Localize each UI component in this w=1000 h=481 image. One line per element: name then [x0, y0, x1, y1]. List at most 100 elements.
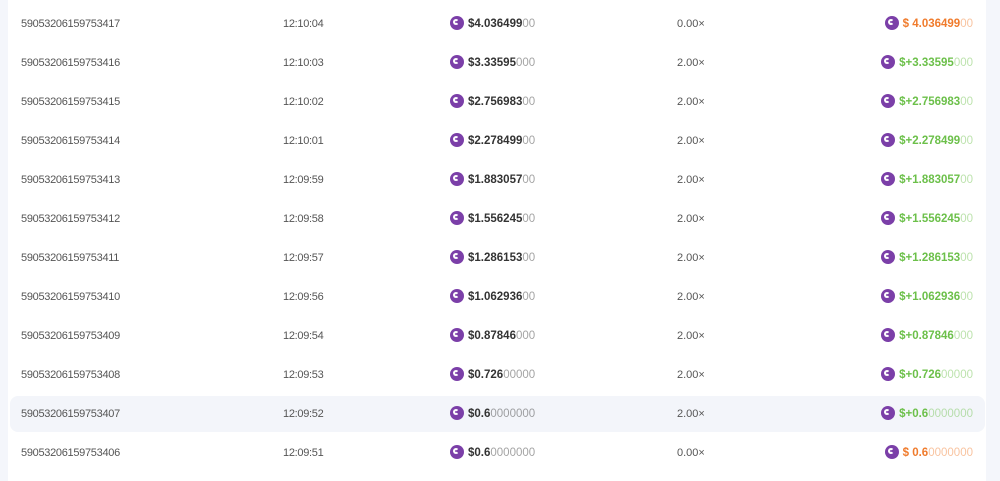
currency-coin-icon: [450, 289, 464, 304]
table-row[interactable]: 59053206159753407 12:09:52 $0.60000000 2…: [10, 396, 985, 432]
table-row[interactable]: 59053206159753417 12:10:04 $4.03649900 0…: [10, 6, 985, 42]
bet-time: 12:10:01: [283, 135, 324, 147]
payout-tail: 00: [960, 18, 973, 31]
bet-amount: $1.28615300: [450, 240, 535, 276]
payout-tail: 00: [960, 213, 973, 226]
table-row[interactable]: 59053206159753410 12:09:56 $1.06293600 2…: [10, 279, 985, 315]
payout-tail: 00: [960, 96, 973, 109]
bet-amount-tail: 00: [522, 18, 536, 31]
multiplier: 2.00×: [677, 57, 705, 69]
bet-amount-main: $0.6: [468, 408, 491, 421]
payout: $ 0.60000000: [884, 435, 973, 471]
payout-prefix: $+: [899, 252, 913, 265]
payout-tail: 000: [953, 330, 973, 343]
bet-time: 12:10:04: [283, 18, 324, 30]
table-row[interactable]: 59053206159753415 12:10:02 $2.75698300 2…: [10, 84, 985, 120]
currency-coin-icon: [884, 16, 899, 31]
bet-id: 59053206159753408: [21, 369, 120, 381]
multiplier: 2.00×: [677, 291, 705, 303]
bet-amount: $0.60000000: [450, 396, 535, 432]
bet-id: 59053206159753412: [21, 213, 120, 225]
payout-prefix: $+: [899, 135, 913, 148]
multiplier: 2.00×: [677, 96, 705, 108]
payout-prefix: $+: [899, 369, 913, 382]
bet-time: 12:09:59: [283, 174, 324, 186]
payout-prefix: $+: [899, 57, 913, 70]
bet-amount: $4.03649900: [450, 6, 535, 42]
table-row[interactable]: 59053206159753411 12:09:57 $1.28615300 2…: [10, 240, 985, 276]
table-row[interactable]: 59053206159753412 12:09:58 $1.55624500 2…: [10, 201, 985, 237]
bet-amount: $2.75698300: [450, 84, 535, 120]
multiplier: 2.00×: [677, 369, 705, 381]
payout-main: 4.036499: [912, 18, 961, 31]
bet-id: 59053206159753413: [21, 174, 120, 186]
currency-coin-icon: [450, 16, 464, 31]
payout-tail: 00: [960, 174, 973, 187]
bet-time: 12:09:52: [283, 408, 324, 420]
bet-id: 59053206159753407: [21, 408, 120, 420]
bet-time: 12:09:57: [283, 252, 324, 264]
currency-coin-icon: [881, 133, 896, 148]
payout: $+3.33595000: [881, 45, 973, 81]
currency-coin-icon: [450, 328, 464, 343]
currency-coin-icon: [884, 445, 899, 460]
bet-time: 12:09:56: [283, 291, 324, 303]
bet-amount-tail: 00: [522, 135, 536, 148]
bet-time: 12:09:53: [283, 369, 324, 381]
table-row[interactable]: 59053206159753409 12:09:54 $0.87846000 2…: [10, 318, 985, 354]
currency-coin-icon: [450, 367, 464, 382]
payout: $+0.87846000: [881, 318, 973, 354]
bet-amount: $3.33595000: [450, 45, 535, 81]
bet-amount-tail: 00: [522, 96, 536, 109]
payout-main: 3.33595: [912, 57, 954, 70]
payout-main: 2.756983: [912, 96, 961, 109]
bet-amount-main: $1.062936: [468, 291, 523, 304]
payout-prefix: $+: [899, 174, 913, 187]
multiplier: 2.00×: [677, 408, 705, 420]
payout-main: 0.6: [912, 447, 929, 460]
payout-prefix: $: [902, 447, 913, 460]
bet-amount-main: $1.286153: [468, 252, 523, 265]
multiplier: 0.00×: [677, 447, 705, 459]
payout: $+2.75698300: [881, 84, 973, 120]
payout: $+1.55624500: [881, 201, 973, 237]
payout-main: 1.556245: [912, 213, 961, 226]
payout-main: 0.726: [912, 369, 942, 382]
bet-amount: $1.88305700: [450, 162, 535, 198]
bet-amount-tail: 00: [522, 213, 536, 226]
table-row[interactable]: 59053206159753406 12:09:51 $0.60000000 0…: [10, 435, 985, 471]
scrollbar-track[interactable]: [986, 0, 1000, 481]
bet-amount-tail: 00: [522, 174, 536, 187]
payout-tail: 0000000: [928, 447, 973, 460]
bet-amount-main: $2.756983: [468, 96, 523, 109]
bet-amount: $1.55624500: [450, 201, 535, 237]
table-row[interactable]: 59053206159753416 12:10:03 $3.33595000 2…: [10, 45, 985, 81]
table-row[interactable]: 59053206159753413 12:09:59 $1.88305700 2…: [10, 162, 985, 198]
currency-coin-icon: [450, 172, 464, 187]
currency-coin-icon: [450, 94, 464, 109]
bet-amount-tail: 00: [522, 252, 536, 265]
bet-amount-main: $1.883057: [468, 174, 523, 187]
bet-id: 59053206159753409: [21, 330, 120, 342]
currency-coin-icon: [881, 55, 896, 70]
table-row[interactable]: 59053206159753414 12:10:01 $2.27849900 2…: [10, 123, 985, 159]
multiplier: 2.00×: [677, 330, 705, 342]
bet-amount-tail: 00: [522, 291, 536, 304]
payout-main: 0.6: [912, 408, 929, 421]
payout: $ 4.03649900: [884, 6, 973, 42]
payout-tail: 00: [960, 291, 973, 304]
payout: $+1.06293600: [881, 279, 973, 315]
bet-id: 59053206159753414: [21, 135, 120, 147]
bet-time: 12:09:58: [283, 213, 324, 225]
bet-amount-main: $1.556245: [468, 213, 523, 226]
payout-prefix: $+: [899, 291, 913, 304]
currency-coin-icon: [881, 328, 896, 343]
table-row[interactable]: 59053206159753408 12:09:53 $0.72600000 2…: [10, 357, 985, 393]
currency-coin-icon: [450, 406, 464, 421]
payout-tail: 000: [953, 57, 973, 70]
bet-amount: $0.87846000: [450, 318, 535, 354]
currency-coin-icon: [881, 172, 896, 187]
bet-id: 59053206159753406: [21, 447, 120, 459]
payout: $+1.28615300: [881, 240, 973, 276]
payout-main: 1.286153: [912, 252, 961, 265]
